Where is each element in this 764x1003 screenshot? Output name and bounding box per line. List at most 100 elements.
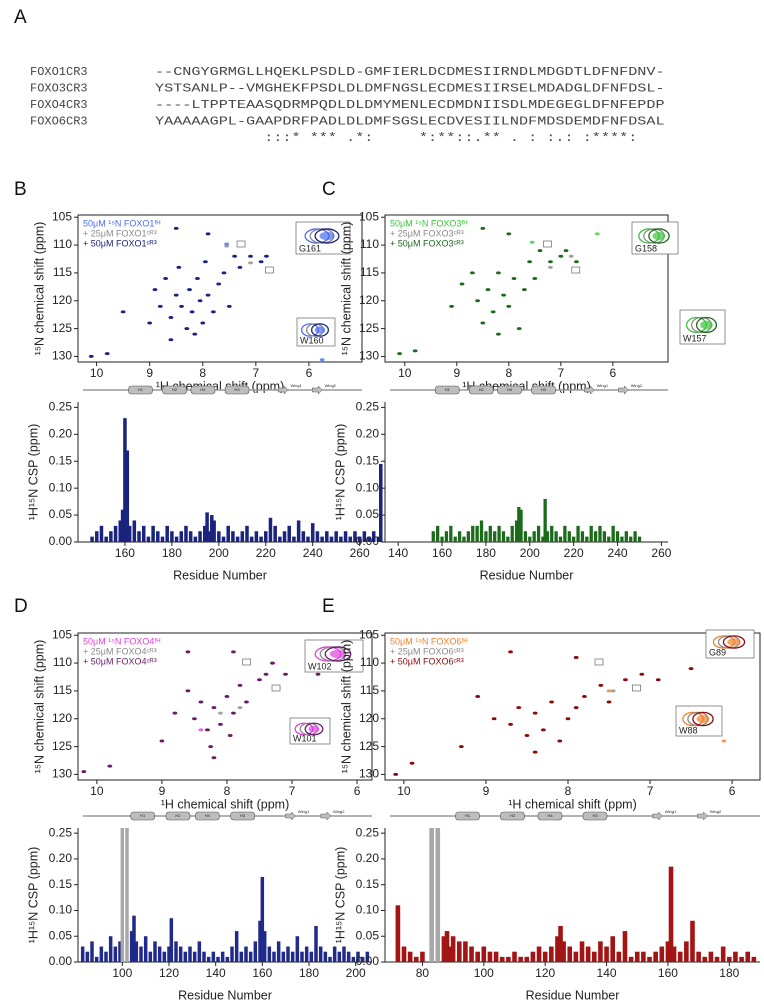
bar xyxy=(563,525,567,542)
bar xyxy=(585,536,589,542)
peak xyxy=(532,711,538,715)
bar xyxy=(188,946,192,962)
bar xyxy=(444,531,449,542)
y-axis-label: ¹H¹⁵N CSP (ppm) xyxy=(26,424,40,521)
x-tick-label: 220 xyxy=(256,546,276,560)
peak xyxy=(480,226,486,230)
peak-marker xyxy=(265,266,274,274)
x-tick-label: 240 xyxy=(608,546,628,560)
panel-label: E xyxy=(322,596,335,617)
peak xyxy=(506,232,512,236)
bar xyxy=(524,956,530,962)
x-tick-label: 8 xyxy=(565,784,572,798)
bar xyxy=(351,956,356,962)
bar xyxy=(629,536,633,542)
bar xyxy=(118,941,122,962)
bar xyxy=(371,531,376,542)
bar xyxy=(628,956,634,962)
x-tick-label: 180 xyxy=(719,966,739,980)
peak xyxy=(548,260,553,264)
peak xyxy=(397,352,402,356)
x-tick-label: 120 xyxy=(159,966,179,980)
inset-contour xyxy=(648,228,670,244)
sequence-name: FOXO1CR3 xyxy=(30,65,88,79)
inset-contour xyxy=(700,320,713,330)
y-tick-label: 130 xyxy=(359,349,379,363)
bar xyxy=(598,525,602,542)
x-tick-label: 7 xyxy=(289,784,296,798)
peak xyxy=(508,722,513,726)
peak xyxy=(516,706,522,710)
bar xyxy=(127,525,132,542)
bar xyxy=(118,520,123,542)
peak xyxy=(244,700,249,704)
bar xyxy=(249,536,254,542)
legend-entry: + 50μM FOXO6ᶜᴿ³ xyxy=(390,656,464,666)
helix xyxy=(531,385,556,395)
bar xyxy=(276,941,281,962)
bar xyxy=(739,956,744,962)
bar xyxy=(493,951,499,962)
bar xyxy=(714,956,720,962)
inset-contour xyxy=(692,711,714,727)
peak xyxy=(197,299,203,303)
sequence-name: FOXO3CR3 xyxy=(30,82,88,96)
bar xyxy=(633,531,637,542)
peak xyxy=(185,689,191,693)
y-axis-label: ¹H¹⁵N CSP (ppm) xyxy=(333,847,347,944)
bar xyxy=(665,941,671,962)
peak xyxy=(574,260,579,264)
bar xyxy=(523,531,528,542)
bar xyxy=(254,531,259,542)
bar xyxy=(104,951,108,962)
bar xyxy=(554,531,558,542)
bar xyxy=(598,941,603,962)
peak xyxy=(231,650,236,654)
inset-contour xyxy=(308,725,320,733)
y-tick-label: 110 xyxy=(53,237,72,251)
bar xyxy=(167,946,171,962)
topology-label: Wing1 xyxy=(665,809,677,814)
bar xyxy=(481,946,487,962)
bar xyxy=(198,531,202,542)
bar xyxy=(339,536,343,542)
y-tick-label: 110 xyxy=(360,237,379,251)
x-tick-label: 100 xyxy=(112,966,132,980)
peak xyxy=(198,728,204,732)
x-tick-label: 9 xyxy=(453,366,460,380)
y-tick-label: 125 xyxy=(52,739,72,753)
y-tick-label: 105 xyxy=(52,627,72,641)
bar xyxy=(607,536,611,542)
bar xyxy=(624,531,628,542)
bar xyxy=(139,946,143,962)
bar xyxy=(541,536,545,542)
peak-marker xyxy=(594,658,604,666)
bar xyxy=(653,951,658,962)
bar xyxy=(179,531,184,542)
strand xyxy=(584,385,595,395)
peak xyxy=(623,678,628,682)
bar xyxy=(129,931,134,962)
bar xyxy=(329,536,334,542)
bar xyxy=(162,951,167,962)
bar xyxy=(647,956,652,962)
bar xyxy=(573,951,579,962)
peak xyxy=(270,661,275,665)
peak xyxy=(192,717,197,721)
bar xyxy=(558,925,563,962)
peak xyxy=(315,672,321,676)
bar xyxy=(545,531,549,542)
x-tick-label: 8 xyxy=(224,784,231,798)
peak xyxy=(208,745,214,749)
helix xyxy=(165,811,191,821)
peak xyxy=(475,299,480,303)
peak xyxy=(469,271,475,275)
peak xyxy=(522,288,527,292)
bar xyxy=(188,531,193,542)
peak-marker xyxy=(271,684,281,692)
topology-label: H3 xyxy=(240,813,246,818)
bar xyxy=(304,946,309,962)
bar xyxy=(306,536,310,542)
bar xyxy=(245,525,249,542)
bar xyxy=(346,951,351,962)
